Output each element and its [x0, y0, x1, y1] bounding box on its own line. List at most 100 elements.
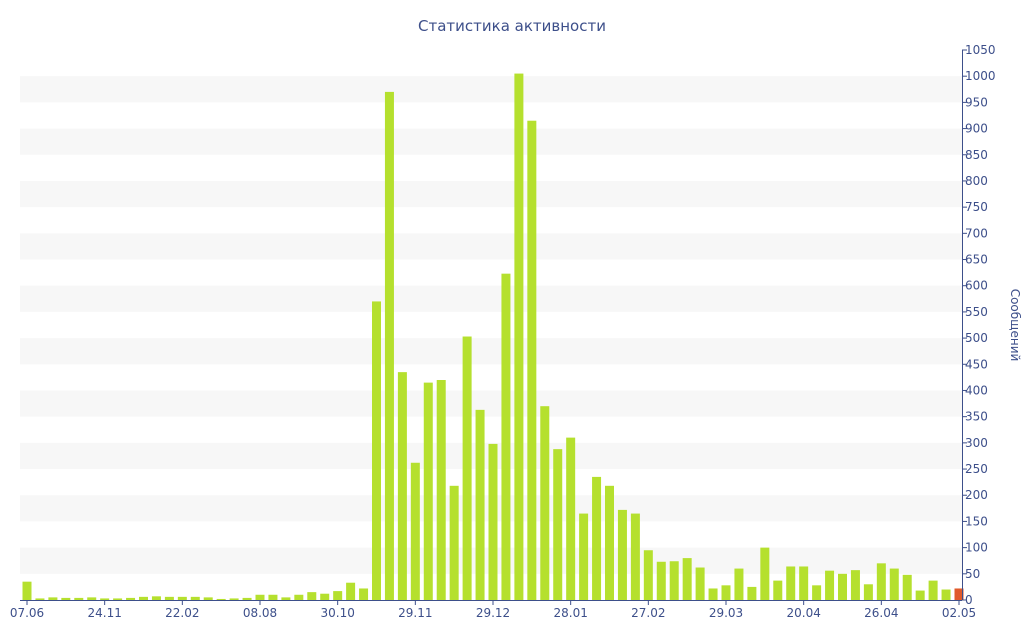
bar[interactable] — [643, 550, 653, 600]
x-axis-ticks: 07.06 24.11 22.02 08.08 30.10 29.11 29.12 28.01… — [10, 600, 976, 620]
bar[interactable] — [346, 582, 356, 600]
grid-band — [20, 180, 962, 208]
bar[interactable] — [812, 585, 822, 600]
bar[interactable] — [656, 561, 666, 600]
bar[interactable] — [799, 566, 809, 600]
bar[interactable] — [592, 476, 602, 600]
bar[interactable] — [566, 437, 576, 600]
x-tick-label: 26.04 — [864, 606, 898, 620]
grid-band — [20, 390, 962, 417]
bar[interactable] — [928, 580, 938, 600]
bar[interactable] — [617, 509, 627, 600]
bar[interactable] — [423, 382, 433, 600]
bar[interactable] — [113, 598, 123, 600]
bar[interactable] — [164, 596, 174, 600]
y-tick-label: 100 — [965, 541, 988, 555]
bar[interactable] — [708, 588, 718, 600]
bar[interactable] — [889, 568, 899, 600]
bar[interactable] — [488, 443, 498, 600]
bar[interactable] — [139, 596, 148, 600]
bar[interactable] — [863, 584, 873, 600]
bar[interactable] — [203, 597, 213, 600]
y-tick-label: 300 — [965, 436, 988, 450]
bar[interactable] — [954, 588, 964, 600]
bar[interactable] — [216, 598, 226, 600]
bar[interactable] — [825, 570, 835, 600]
bar[interactable] — [436, 380, 446, 600]
bar[interactable] — [449, 485, 459, 600]
x-tick-label: 29.12 — [476, 606, 510, 620]
bar[interactable] — [410, 462, 420, 600]
bar[interactable] — [682, 558, 692, 600]
bar[interactable] — [540, 406, 550, 600]
bar[interactable] — [838, 573, 847, 600]
bar[interactable] — [372, 301, 381, 600]
bar[interactable] — [915, 590, 925, 600]
y-tick-label: 800 — [965, 174, 988, 188]
bar[interactable] — [902, 574, 912, 600]
bar[interactable] — [255, 594, 265, 600]
bar[interactable] — [229, 598, 239, 600]
bar[interactable] — [177, 596, 187, 600]
bar[interactable] — [307, 592, 317, 600]
bar[interactable] — [760, 547, 770, 600]
bar[interactable] — [61, 597, 71, 600]
x-tick-label: 29.11 — [398, 606, 432, 620]
bar[interactable] — [695, 567, 705, 600]
grid-bands — [20, 76, 962, 574]
bar[interactable] — [734, 568, 744, 600]
bar[interactable] — [630, 513, 640, 600]
bar[interactable] — [786, 566, 796, 600]
bar[interactable] — [268, 594, 278, 600]
bar[interactable] — [126, 597, 136, 600]
bar[interactable] — [397, 372, 407, 600]
y-tick-label: 650 — [965, 253, 988, 267]
bar[interactable] — [501, 273, 511, 600]
bar[interactable] — [876, 563, 886, 600]
y-tick-label: 600 — [965, 279, 988, 293]
bar[interactable] — [190, 596, 200, 600]
bar[interactable] — [669, 561, 679, 600]
bar[interactable] — [850, 570, 860, 600]
bar[interactable] — [359, 588, 369, 600]
bar[interactable] — [384, 91, 394, 601]
bar[interactable] — [35, 598, 45, 600]
bar[interactable] — [100, 598, 110, 600]
bar[interactable] — [553, 449, 563, 600]
grid-band — [20, 338, 962, 365]
y-tick-label: 1000 — [965, 69, 996, 83]
bar-series — [22, 73, 964, 601]
bar[interactable] — [320, 593, 330, 600]
bar[interactable] — [48, 597, 58, 600]
bar[interactable] — [514, 73, 524, 600]
bar[interactable] — [773, 580, 783, 600]
x-tick-label: 27.02 — [631, 606, 665, 620]
y-tick-label: 0 — [965, 593, 973, 607]
y-tick-label: 500 — [965, 331, 988, 345]
bar[interactable] — [527, 120, 537, 601]
y-tick-label: 750 — [965, 200, 988, 214]
bar[interactable] — [462, 336, 472, 600]
y-tick-label: 50 — [965, 567, 980, 581]
bar[interactable] — [579, 513, 589, 600]
bar[interactable] — [242, 597, 252, 600]
bar[interactable] — [475, 409, 485, 600]
bar[interactable] — [151, 596, 161, 600]
bar[interactable] — [74, 597, 84, 600]
bar[interactable] — [87, 597, 97, 600]
bar[interactable] — [22, 581, 32, 600]
x-tick-label: 22.02 — [165, 606, 199, 620]
bar[interactable] — [941, 589, 951, 600]
y-tick-label: 1050 — [965, 43, 996, 57]
grid-band — [20, 285, 962, 312]
y-axis-ticks: 0 50 100 150 200 250 300 350 400 450 500 550 600 650 7… — [962, 43, 996, 607]
y-tick-label: 250 — [965, 462, 988, 476]
bar[interactable] — [333, 591, 343, 600]
bar[interactable] — [605, 485, 614, 600]
bar[interactable] — [294, 594, 304, 600]
bar[interactable] — [721, 585, 731, 600]
bar[interactable] — [747, 586, 757, 600]
y-tick-label: 850 — [965, 148, 988, 162]
bar[interactable] — [281, 597, 291, 600]
